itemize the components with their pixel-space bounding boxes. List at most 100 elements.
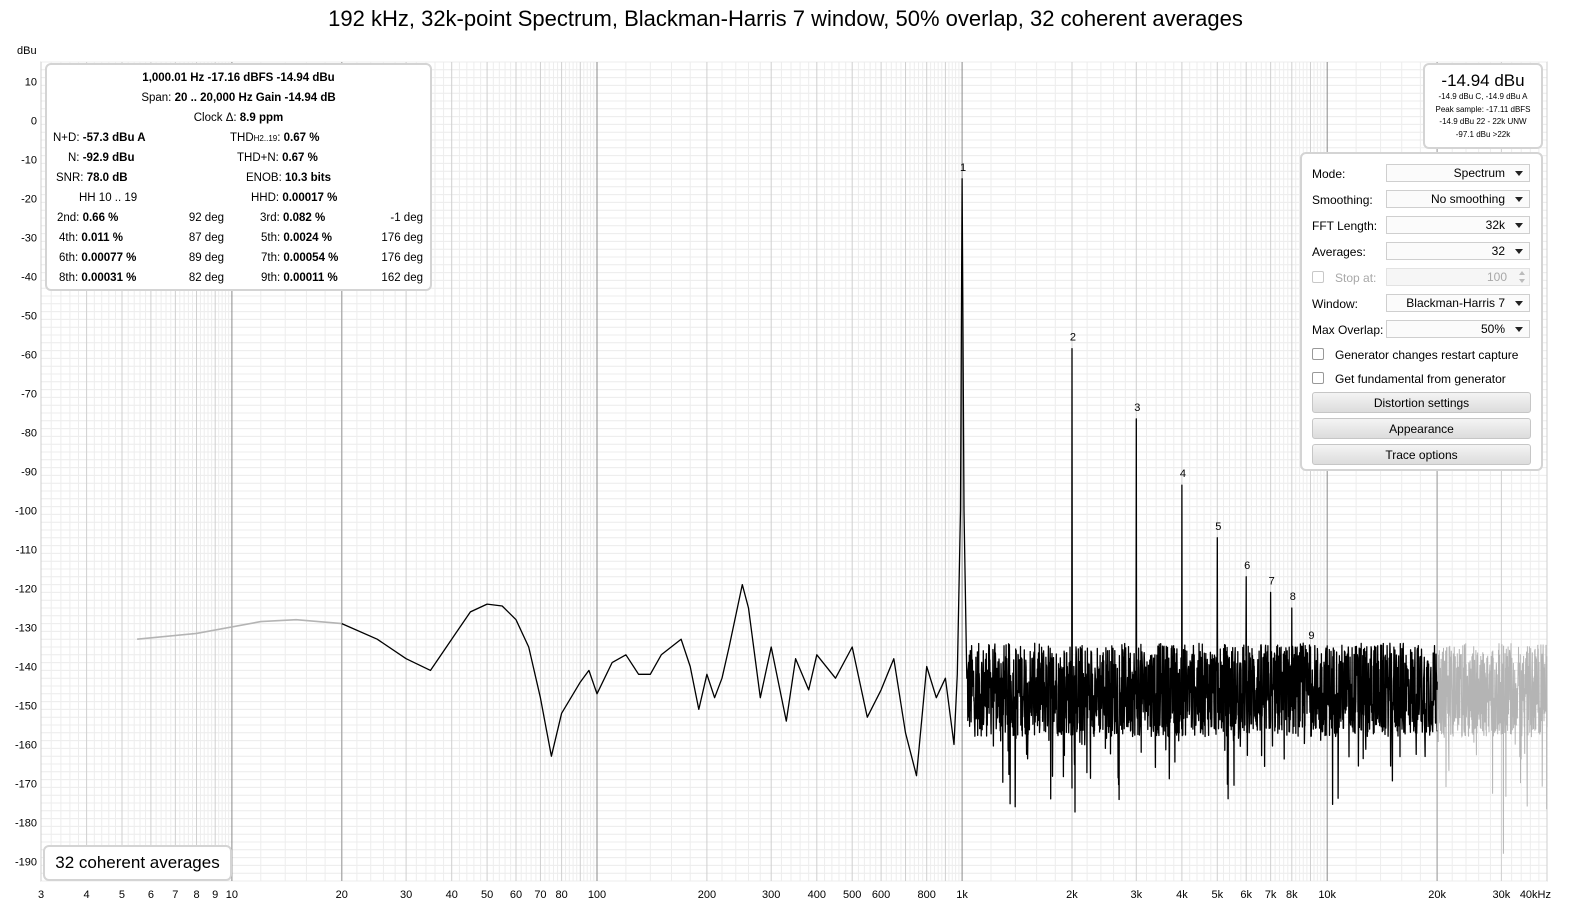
harmonic-marker-label: 4 — [1180, 468, 1186, 480]
readout-clock: Clock Δ: 8.9 ppm — [47, 112, 430, 124]
harmonic-label: 2nd: — [57, 212, 80, 224]
noise-label: N: — [68, 152, 80, 164]
averages-badge: 32 coherent averages — [43, 845, 232, 881]
y-tick-label: -80 — [21, 428, 37, 440]
gen-restart-checkbox[interactable] — [1312, 348, 1324, 360]
thdn-value: 0.67 % — [282, 152, 318, 164]
thd-range: H2..19 — [253, 134, 278, 143]
harmonic-phase: 162 deg — [381, 272, 423, 284]
averages-select[interactable]: 32 — [1386, 242, 1530, 260]
fft-length-value: 32k — [1485, 218, 1505, 232]
thdn-label: THD+N: — [237, 152, 279, 164]
overlap-select[interactable]: 50% — [1386, 320, 1530, 338]
y-axis-unit: dBu — [17, 45, 37, 57]
hhd-value: 0.00017 % — [282, 192, 338, 204]
harmonic-value: 0.00011 % — [283, 272, 338, 284]
distortion-settings-button[interactable]: Distortion settings — [1312, 392, 1531, 413]
x-tick-label: 7k — [1265, 889, 1277, 901]
harmonic-label: 5th: — [261, 232, 281, 244]
x-tick-label: 6 — [148, 889, 154, 901]
x-axis-labels: 3 4 5 6 7 8 9 10 20 30 40 50 60 70 80 100 200 300 400 500 60… — [38, 889, 1551, 901]
x-tick-label: 4 — [84, 889, 90, 901]
harmonic-marker-label: 3 — [1134, 402, 1140, 414]
x-tick-label: 8k — [1286, 889, 1298, 901]
fft-length-row: FFT Length: 32k — [1312, 216, 1534, 236]
snr-label: SNR: — [56, 172, 84, 184]
trace-options-button[interactable]: Trace options — [1312, 444, 1531, 465]
harmonic-phase: 176 deg — [381, 252, 423, 264]
appearance-button[interactable]: Appearance — [1312, 418, 1531, 439]
harmonic-phase: 176 deg — [381, 232, 423, 244]
smoothing-select[interactable]: No smoothing — [1386, 190, 1530, 208]
harmonic-value: 0.00054 % — [283, 252, 339, 264]
stop-at-value: 100 — [1486, 270, 1507, 284]
chevron-down-icon — [1515, 171, 1523, 176]
harmonic-label: 4th: — [59, 232, 79, 244]
smoothing-row: Smoothing: No smoothing — [1312, 190, 1534, 210]
harmonic-label: 6th: — [59, 252, 79, 264]
smoothing-label: Smoothing: — [1312, 193, 1373, 207]
fundamental-checkbox[interactable] — [1312, 372, 1324, 384]
mode-select[interactable]: Spectrum — [1386, 164, 1530, 182]
stop-at-spinner[interactable]: 100 — [1386, 268, 1530, 286]
x-tick-label: 6k — [1240, 889, 1252, 901]
stop-at-checkbox[interactable] — [1312, 271, 1324, 283]
harmonic-marker-label: 2 — [1070, 332, 1076, 344]
readout-hhd: HHD: 0.00017 % — [251, 192, 337, 204]
harmonic-value: 0.00077 % — [81, 252, 137, 264]
x-tick-label: 4k — [1176, 889, 1188, 901]
harmonic-phase: 87 deg — [188, 232, 224, 244]
x-tick-label: 40 — [446, 889, 458, 901]
chart-title: 192 kHz, 32k-point Spectrum, Blackman-Ha… — [328, 6, 1243, 31]
x-tick-label: 5k — [1211, 889, 1223, 901]
x-tick-label: 3 — [38, 889, 44, 901]
span-label: Span: — [141, 92, 172, 104]
chevron-down-icon — [1515, 197, 1523, 202]
y-tick-label: -130 — [15, 623, 37, 635]
x-tick-label: 10 — [226, 889, 238, 901]
fft-length-label: FFT Length: — [1312, 219, 1378, 233]
y-tick-label: -40 — [21, 272, 37, 284]
thd-label: THD — [230, 132, 254, 144]
y-tick-label: -120 — [15, 584, 37, 596]
readout-span: Span: 20 .. 20,000 Hz Gain -14.94 dB — [47, 92, 430, 104]
y-tick-label: -110 — [16, 545, 37, 557]
x-tick-label: 20k — [1428, 889, 1446, 901]
clock-label: Clock Δ: — [193, 112, 237, 124]
controls-panel: Mode: Spectrum Smoothing: No smoothing F… — [1300, 152, 1543, 471]
y-tick-label: -90 — [21, 467, 37, 479]
spinner-arrows-icon[interactable] — [1518, 270, 1527, 284]
x-tick-label: 70 — [534, 889, 546, 901]
nd-label: N+D: — [53, 132, 80, 144]
window-label: Window: — [1312, 297, 1359, 311]
plot-grid — [40, 61, 1548, 882]
x-tick-label: 600 — [872, 889, 890, 901]
gen-restart-label: Generator changes restart capture — [1335, 348, 1519, 362]
x-tick-label: 3k — [1130, 889, 1142, 901]
measurement-readout[interactable]: 1,000.01 Hz -17.16 dBFS -14.94 dBu Span:… — [45, 63, 432, 291]
span-value: 20 .. 20,000 Hz Gain -14.94 dB — [174, 92, 336, 104]
hhd-label: HHD: — [251, 192, 280, 204]
hh-label: HH 10 .. 19 — [79, 192, 138, 204]
mode-value: Spectrum — [1453, 166, 1505, 180]
x-tick-label: 7 — [172, 889, 178, 901]
clock-value: 8.9 ppm — [239, 112, 284, 124]
readout-fundamental: 1,000.01 Hz -17.16 dBFS -14.94 dBu — [142, 72, 335, 84]
level-detail: -14.9 dBu 22 - 22k UNW — [1439, 117, 1527, 126]
y-tick-label: 10 — [25, 77, 37, 89]
x-tick-label: 300 — [762, 889, 780, 901]
fft-length-select[interactable]: 32k — [1386, 216, 1530, 234]
harmonic-value: 0.0024 % — [283, 232, 332, 244]
trace-below-span — [137, 618, 342, 640]
x-tick-label: 1k — [956, 889, 968, 901]
averages-label: Averages: — [1312, 245, 1366, 259]
enob-label: ENOB: — [246, 172, 282, 184]
harmonic-phase: 89 deg — [188, 252, 224, 264]
level-meter[interactable]: -14.94 dBu -14.9 dBu C, -14.9 dBu A Peak… — [1423, 63, 1543, 149]
level-detail: -14.9 dBu C, -14.9 dBu A — [1438, 92, 1528, 101]
y-tick-label: -60 — [21, 350, 37, 362]
y-tick-label: -170 — [15, 779, 37, 791]
harmonic-label: 7th: — [261, 252, 281, 264]
window-select[interactable]: Blackman-Harris 7 — [1386, 294, 1530, 312]
